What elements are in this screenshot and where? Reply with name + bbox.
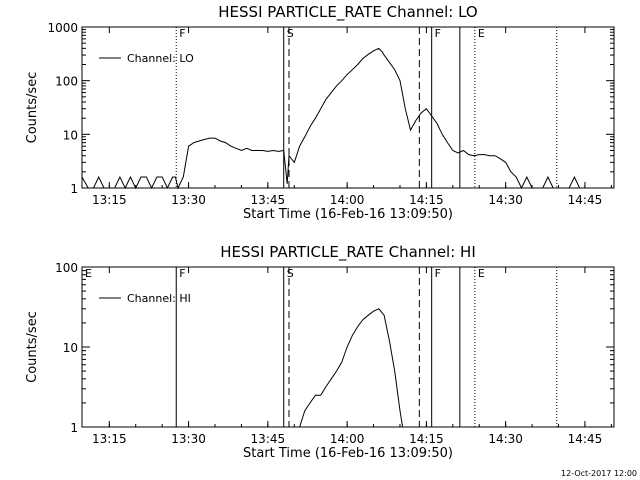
- x-tick-label: 14:45: [568, 432, 603, 446]
- x-tick-label: 14:30: [488, 432, 523, 446]
- y-tick-label: 1: [70, 182, 78, 196]
- x-tick-label: 14:30: [488, 193, 523, 207]
- x-tick-label: 13:45: [251, 432, 286, 446]
- chart-title: HESSI PARTICLE_RATE Channel: LO: [218, 3, 477, 22]
- y-axis-label: Counts/sec: [25, 311, 40, 383]
- event-marker-label: F: [179, 27, 185, 40]
- hi-channel-panel: HESSI PARTICLE_RATE Channel: HI 13:15 13:3…: [25, 243, 615, 461]
- chart-title: HESSI PARTICLE_RATE Channel: HI: [220, 243, 476, 262]
- event-marker-label: E: [85, 267, 92, 280]
- x-tick-label: 13:30: [171, 193, 206, 207]
- y-tick-label: 10: [63, 128, 78, 142]
- y-tick-label: 10: [63, 341, 78, 355]
- x-axis-label: Start Time (16-Feb-16 13:09:50): [243, 207, 453, 222]
- footer-timestamp: 12-Oct-2017 12:00: [561, 469, 637, 478]
- y-tick-label: 1000: [47, 21, 78, 35]
- x-tick-label: 13:30: [171, 432, 206, 446]
- x-tick-label: 14:00: [330, 432, 365, 446]
- legend-label: Channel: HI: [127, 292, 191, 305]
- x-tick-label: 13:15: [92, 193, 127, 207]
- plot-frame: [81, 266, 615, 428]
- event-marker-label: S: [287, 267, 294, 280]
- y-tick-label: 1: [70, 421, 78, 435]
- x-tick-label: 13:15: [92, 432, 127, 446]
- x-tick-label: 14:15: [409, 193, 444, 207]
- x-axis-label: Start Time (16-Feb-16 13:09:50): [243, 446, 453, 461]
- legend-label: Channel: LO: [127, 52, 194, 65]
- event-marker-label: F: [435, 27, 441, 40]
- plot-frame: [81, 26, 615, 189]
- event-marker-label: S: [287, 27, 294, 40]
- event-marker-label: F: [435, 267, 441, 280]
- series-line: [81, 47, 612, 190]
- x-tick-label: 13:45: [251, 193, 286, 207]
- y-tick-label: 100: [55, 75, 78, 89]
- event-marker-label: E: [478, 27, 485, 40]
- series-line: [299, 308, 404, 428]
- event-marker-label: F: [179, 267, 185, 280]
- y-axis-label: Counts/sec: [25, 72, 40, 144]
- x-tick-label: 14:00: [330, 193, 365, 207]
- event-marker-label: E: [478, 267, 485, 280]
- y-tick-label: 100: [55, 261, 78, 275]
- x-tick-label: 14:15: [409, 432, 444, 446]
- lo-channel-panel: HESSI PARTICLE_RATE Channel: LO 13:15 13:3…: [25, 3, 615, 222]
- x-tick-label: 14:45: [568, 193, 603, 207]
